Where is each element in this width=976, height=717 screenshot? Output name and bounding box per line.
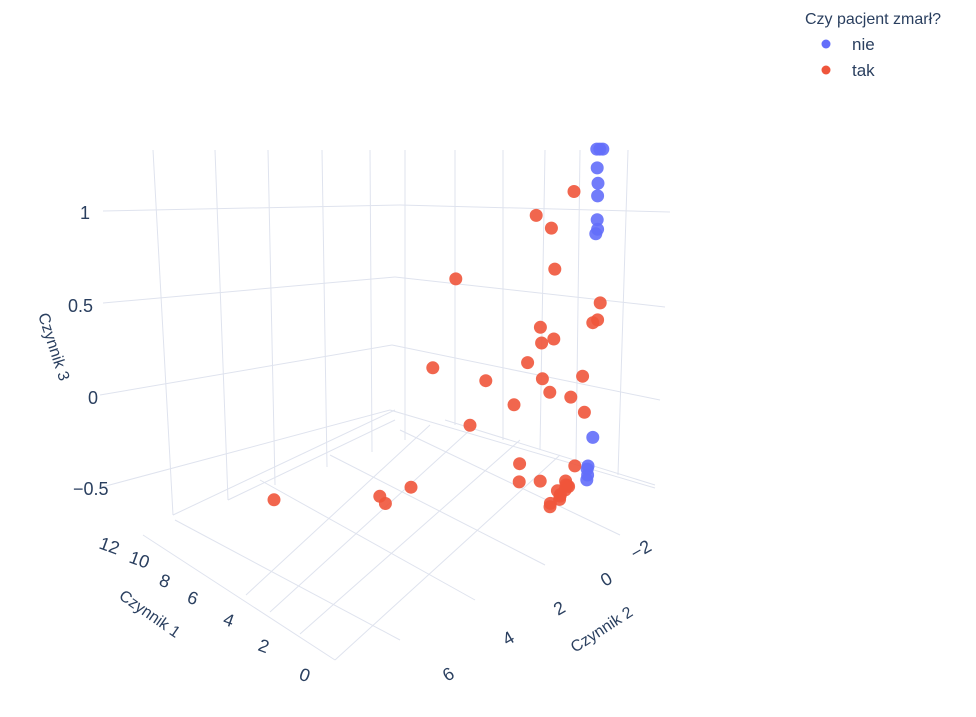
- x-axis-title: Czynnik 1: [116, 587, 183, 641]
- data-point-tak[interactable]: [449, 272, 463, 286]
- data-point-tak[interactable]: [535, 372, 549, 386]
- legend-item-tak[interactable]: tak: [821, 61, 876, 80]
- data-point-tak[interactable]: [593, 296, 607, 310]
- data-point-tak[interactable]: [564, 390, 578, 404]
- data-point-nie[interactable]: [586, 430, 600, 444]
- data-point-tak[interactable]: [567, 185, 581, 198]
- legend: Czy pacjent zmarł? nie tak: [805, 11, 941, 80]
- data-point-tak[interactable]: [535, 336, 549, 350]
- data-point-tak[interactable]: [513, 457, 527, 471]
- y-tick-label: 2: [550, 597, 569, 619]
- data-point-tak[interactable]: [550, 484, 564, 498]
- data-point-tak[interactable]: [568, 459, 582, 473]
- data-point-tak[interactable]: [576, 369, 590, 383]
- z-tick-label: 0: [88, 388, 98, 408]
- data-point-nie[interactable]: [589, 227, 603, 241]
- y-tick-label: 6: [439, 663, 458, 685]
- data-point-nie[interactable]: [591, 189, 605, 203]
- data-point-tak[interactable]: [547, 332, 561, 346]
- z-tick-label: 0.5: [68, 296, 93, 316]
- data-point-tak[interactable]: [533, 320, 547, 334]
- data-point-tak[interactable]: [544, 221, 558, 235]
- data-point-tak[interactable]: [548, 262, 562, 276]
- data-point-tak[interactable]: [529, 208, 543, 222]
- grid-lines: [99, 149, 671, 661]
- data-point-tak[interactable]: [543, 385, 557, 399]
- y-tick-label: 0: [597, 568, 616, 590]
- data-point-tak[interactable]: [560, 479, 574, 493]
- data-point-tak[interactable]: [543, 500, 557, 514]
- data-point-tak[interactable]: [577, 405, 591, 419]
- y-axis-title: Czynnik 2: [568, 604, 636, 657]
- legend-item-nie[interactable]: nie: [821, 35, 875, 54]
- x-tick-label: 0: [297, 664, 313, 686]
- data-point-tak[interactable]: [586, 316, 600, 330]
- data-point-nie[interactable]: [580, 473, 594, 487]
- legend-label-tak: tak: [852, 61, 875, 80]
- data-point-tak[interactable]: [267, 493, 281, 507]
- data-point-tak[interactable]: [479, 374, 493, 388]
- data-point-nie[interactable]: [590, 142, 604, 156]
- z-tick-label: −0.5: [73, 479, 109, 499]
- data-point-tak[interactable]: [426, 361, 440, 375]
- x-tick-label: 12: [97, 533, 123, 559]
- z-axis-title: Czynnik 3: [34, 311, 72, 383]
- x-tick-label: 6: [185, 587, 201, 609]
- x-tick-label: 2: [256, 635, 272, 657]
- data-point-nie[interactable]: [590, 213, 604, 227]
- y-tick-label: −2: [627, 536, 655, 564]
- data-point-nie[interactable]: [591, 176, 605, 190]
- data-points: [267, 142, 610, 514]
- data-point-tak[interactable]: [463, 418, 477, 432]
- data-point-nie[interactable]: [590, 161, 604, 175]
- data-point-tak[interactable]: [512, 475, 526, 489]
- x-tick-label: 4: [221, 609, 237, 631]
- data-point-tak[interactable]: [521, 356, 535, 370]
- x-tick-label: 10: [127, 547, 153, 573]
- data-point-nie[interactable]: [580, 462, 594, 476]
- data-point-tak[interactable]: [533, 474, 547, 488]
- legend-marker-tak: [821, 65, 831, 75]
- data-point-tak[interactable]: [378, 497, 392, 510]
- z-tick-label: 1: [80, 203, 90, 223]
- x-tick-label: 8: [157, 570, 173, 592]
- y-tick-label: 4: [499, 627, 518, 649]
- data-point-tak[interactable]: [404, 480, 418, 494]
- legend-marker-nie: [821, 39, 831, 49]
- legend-label-nie: nie: [852, 35, 875, 54]
- legend-title: Czy pacjent zmarł?: [805, 11, 941, 28]
- data-point-tak[interactable]: [507, 398, 521, 412]
